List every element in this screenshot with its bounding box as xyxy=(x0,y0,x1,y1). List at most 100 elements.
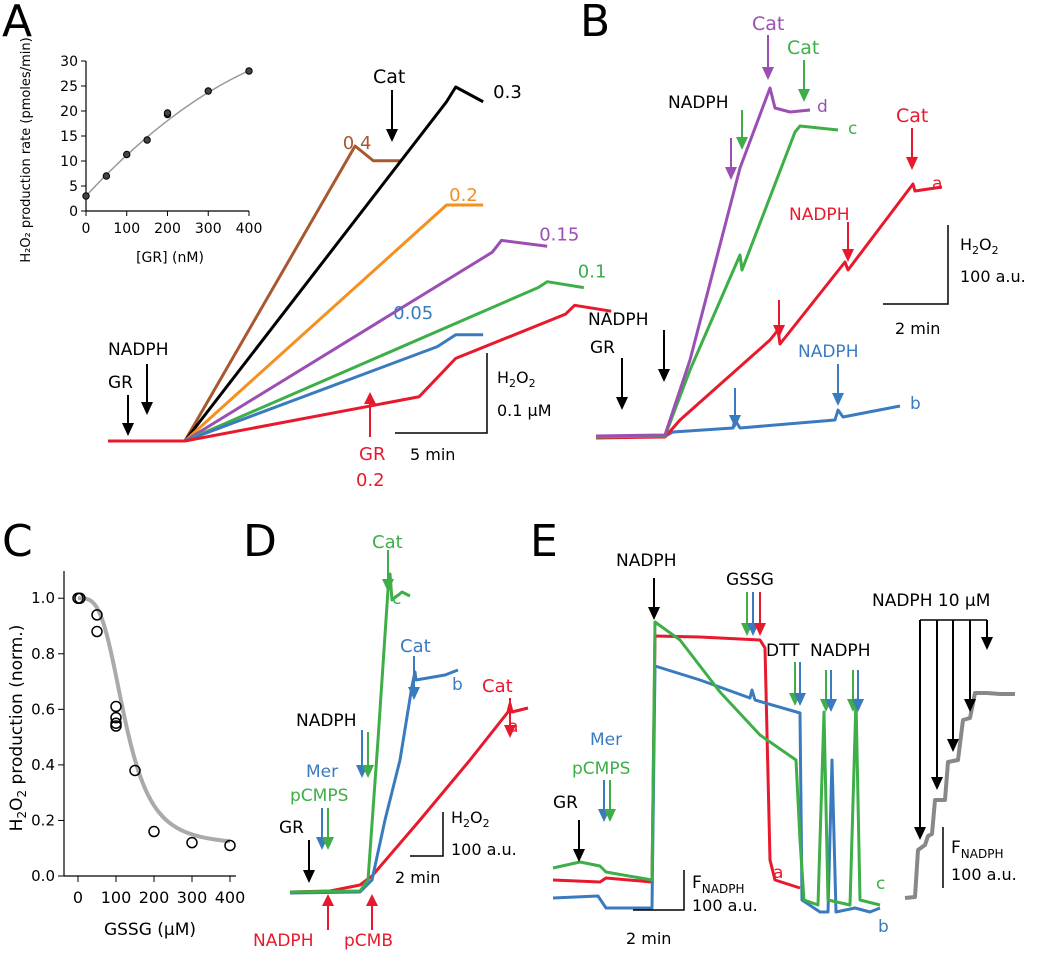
gr-red-label-a: GR xyxy=(359,444,385,465)
scalebar-e-sub: NADPH xyxy=(702,882,745,896)
arrow-nadph-e-blue-head xyxy=(825,699,837,712)
panel-a-inset: H₂O₂ production rate (pmoles/min) [GR] (… xyxy=(19,37,262,266)
c-ytick-label: 0.2 xyxy=(31,811,55,829)
arrow-pcmps-e-head xyxy=(604,809,616,822)
panel-b-annotations: Cat Cat NADPH Cat NADPH NADPH GR NADPH d… xyxy=(588,13,1026,428)
scalebar-b xyxy=(883,225,949,305)
panel-label-c: C xyxy=(2,516,33,567)
nadph-label-a: NADPH xyxy=(108,340,168,360)
c-xtick-label: 400 xyxy=(215,888,246,907)
arrow-gr-a-head xyxy=(122,423,134,436)
arrow-gssg-e-red-head xyxy=(754,623,766,636)
c-point xyxy=(110,700,122,713)
inset-point xyxy=(102,172,111,180)
scalebar-e-yvalue: 100 a.u. xyxy=(692,896,758,915)
d-series-c: c xyxy=(392,589,401,609)
scalebar-e2-yvalue: 100 a.u. xyxy=(951,865,1017,884)
arrow-nadph-a xyxy=(141,364,153,415)
inset-point xyxy=(204,87,212,95)
series-label-a: a xyxy=(932,174,942,194)
nadph-label-b1: NADPH xyxy=(668,93,728,113)
trace-b-red xyxy=(595,182,943,440)
inset-ytick-label: 10 xyxy=(60,154,78,170)
c-ylabel: H2O2 production (norm.) xyxy=(7,625,29,832)
panel-e-annotations: NADPH GSSG DTT NADPH Mer pCMPS GR NADPH … xyxy=(553,551,1017,948)
inset-point xyxy=(143,136,151,144)
arrow-gr-d xyxy=(303,840,315,883)
arrow-nadph10-e-1-head xyxy=(931,777,943,790)
arrow-nadph-b-purple-head xyxy=(725,167,737,180)
arrow-gr-d-head xyxy=(303,870,315,883)
scalebar-d-xvalue: 2 min xyxy=(395,868,440,887)
arrow-nadph10-e-3 xyxy=(964,620,976,712)
arrow-nadph-b-blue2 xyxy=(832,364,844,406)
trace-b-green xyxy=(595,124,839,439)
arrow-nadph10-e-1 xyxy=(931,620,943,790)
scalebar-d xyxy=(410,812,444,857)
scalebar-b-xvalue: 2 min xyxy=(895,319,940,338)
arrow-nadph10-e-4 xyxy=(981,620,993,650)
c-point xyxy=(148,825,160,838)
c-ytick-label: 1.0 xyxy=(31,589,55,607)
arrow-cat-b-green-head xyxy=(798,89,810,102)
scalebar-b-ylabel: H2O2 xyxy=(960,235,999,257)
arrow-nadph-b-red-head xyxy=(842,249,854,262)
arrow-nadph-b-blue-head xyxy=(729,415,741,428)
pcmb-label-d: pCMB xyxy=(344,931,393,951)
nadph-label-b2: NADPH xyxy=(789,205,849,225)
panel-c: H2O2 production (norm.) GSSG (μM) 0 100 20… xyxy=(7,571,245,940)
arrow-nadph-d-green xyxy=(362,732,374,778)
inset-xtick-label: 0 xyxy=(82,221,91,237)
c-point xyxy=(186,836,198,849)
arrow-nadph-e-blue2-head xyxy=(852,699,864,712)
series-label-b: b xyxy=(910,394,921,414)
panel-label-e: E xyxy=(530,516,558,567)
c-ytick-label: 0.4 xyxy=(31,756,55,774)
series-label-d: d xyxy=(817,97,828,117)
trace-e-red xyxy=(552,634,801,890)
d-series-b: b xyxy=(452,675,463,695)
arrow-nadph-b-red xyxy=(842,222,854,262)
c-fit-curve xyxy=(77,596,231,844)
panel-a-traces: 0.4 0.3 0.2 0.15 0.1 0.05 xyxy=(108,82,612,443)
inset-ytick-label: 15 xyxy=(60,129,78,145)
scalebar-d-yvalue: 100 a.u. xyxy=(451,840,517,859)
arrow-nadph10-e-4-head xyxy=(981,637,993,650)
arrow-dtt-e-blue xyxy=(794,662,806,706)
inset-xtick-label: 300 xyxy=(195,221,222,237)
scalebar-e-xvalue: 2 min xyxy=(626,929,671,948)
scalebar-e2-sub: NADPH xyxy=(961,847,1004,861)
inset-ytick-label: 20 xyxy=(60,104,78,120)
series-label-a-brown: 0.4 xyxy=(343,133,372,154)
c-ytick-label: 0.6 xyxy=(31,700,55,718)
c-point xyxy=(129,764,141,777)
scalebar-e2-f: F xyxy=(951,838,961,858)
arrow-nadph-d-green-head xyxy=(362,765,374,778)
arrow-gr-b-head xyxy=(616,397,628,410)
mer-label-d: Mer xyxy=(306,762,338,782)
inset-ytick-label: 25 xyxy=(60,79,78,95)
panel-label-a: A xyxy=(2,0,32,47)
scalebar-e2-ylabel: FNADPH xyxy=(951,838,1003,861)
panel-e-traces xyxy=(552,620,1015,914)
inset-point xyxy=(82,192,90,200)
scalebar-a-ylabel: H2O2 xyxy=(497,368,536,390)
panel-label-b: B xyxy=(580,0,610,47)
inset-ylabel: H₂O₂ production rate (pmoles/min) xyxy=(19,37,34,262)
pcmps-label-d: pCMPS xyxy=(290,786,348,806)
gr-label-b: GR xyxy=(590,338,615,358)
c-xlabel: GSSG (μM) xyxy=(104,920,196,940)
arrow-nadph-b-green xyxy=(736,110,748,150)
c-point xyxy=(110,711,122,724)
series-label-a-black: 0.3 xyxy=(493,82,522,103)
arrow-nadph-b-blue xyxy=(729,388,741,428)
inset-xtick-label: 100 xyxy=(113,221,140,237)
trace-d-blue xyxy=(289,668,459,895)
nadph-label-e1: NADPH xyxy=(616,551,676,571)
trace-e-gray xyxy=(904,691,1015,900)
arrow-pcmps-d-head xyxy=(322,837,334,850)
c-point xyxy=(224,839,236,852)
gssg-label-e: GSSG xyxy=(726,570,774,590)
panel-d-annotations: Cat Cat Cat NADPH Mer pCMPS GR NADPH pCM… xyxy=(253,532,518,951)
